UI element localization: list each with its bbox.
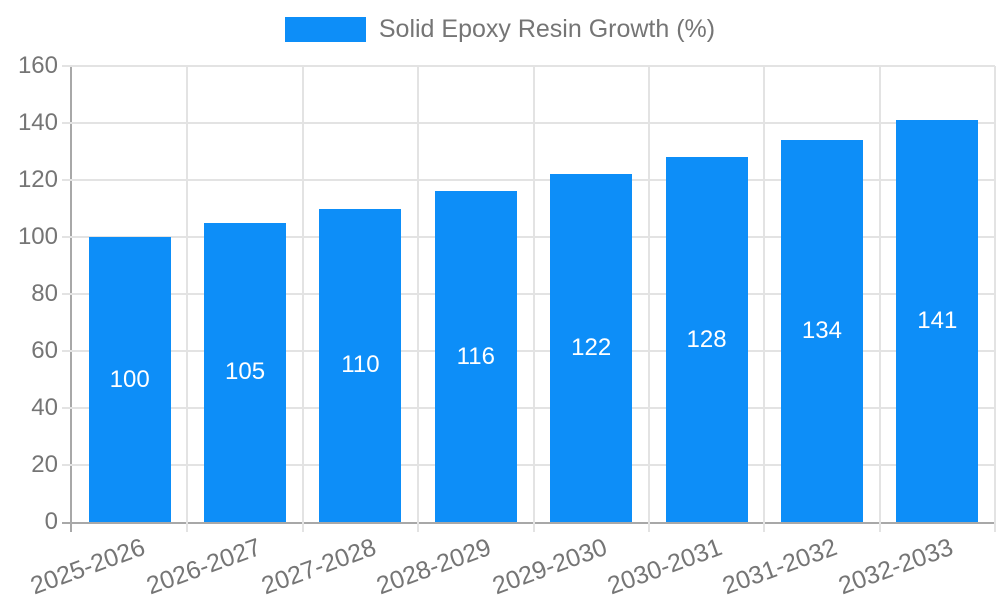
- y-tick-label: 0: [44, 508, 58, 535]
- y-tick: [62, 350, 72, 352]
- bar-value-label: 110: [341, 351, 380, 379]
- bar-2031-2032[interactable]: 134: [780, 140, 863, 522]
- bar-2028-2029[interactable]: 116: [434, 191, 517, 522]
- x-tick: [994, 522, 996, 532]
- x-tick: [301, 522, 304, 532]
- x-tick: [417, 522, 420, 532]
- y-tick-label: 20: [31, 451, 58, 478]
- x-tick: [647, 522, 650, 532]
- x-tick-label: 2028-2029: [373, 533, 496, 600]
- bar-2027-2028[interactable]: 110: [319, 208, 402, 522]
- y-tick-label: 80: [31, 280, 58, 307]
- legend-swatch: [284, 17, 366, 42]
- legend[interactable]: Solid Epoxy Resin Growth (%): [0, 17, 1000, 42]
- gridline-vertical: [301, 66, 304, 522]
- y-tick: [62, 293, 72, 295]
- y-tick-label: 140: [17, 109, 58, 136]
- y-tick: [62, 464, 72, 466]
- bar-value-label: 105: [225, 358, 266, 386]
- y-tick: [62, 65, 72, 67]
- bar-value-label: 128: [686, 325, 727, 353]
- gridline-vertical: [647, 66, 650, 522]
- y-tick: [62, 122, 72, 124]
- bar-2026-2027[interactable]: 105: [204, 222, 287, 522]
- bar-value-label: 134: [801, 317, 842, 345]
- gridline-vertical: [532, 66, 535, 522]
- y-tick: [62, 236, 72, 238]
- y-tick-label: 160: [17, 52, 58, 79]
- bar-2029-2030[interactable]: 122: [550, 174, 633, 522]
- plot-area: 100 105 110 116 122 128 134 141: [72, 65, 996, 522]
- y-tick: [62, 407, 72, 409]
- bar-value-label: 100: [109, 365, 150, 393]
- x-tick-label: 2025-2026: [26, 533, 149, 600]
- x-tick-label: 2029-2030: [488, 533, 611, 600]
- legend-label: Solid Epoxy Resin Growth (%): [378, 15, 716, 43]
- bar-value-label: 116: [456, 342, 495, 370]
- x-tick-label: 2026-2027: [142, 533, 265, 600]
- bar-value-label: 141: [917, 307, 958, 335]
- x-tick-label: 2030-2031: [603, 533, 726, 600]
- x-tick: [763, 522, 766, 532]
- gridline-vertical: [186, 66, 189, 522]
- x-tick-label: 2031-2032: [719, 533, 842, 600]
- bar-2030-2031[interactable]: 128: [665, 157, 748, 522]
- y-tick-label: 100: [17, 223, 58, 250]
- bar-2032-2033[interactable]: 141: [896, 120, 979, 522]
- x-tick: [532, 522, 535, 532]
- x-tick: [878, 522, 881, 532]
- bar-value-label: 122: [571, 334, 612, 362]
- x-axis-line: [62, 522, 995, 524]
- y-axis-line: [70, 66, 72, 532]
- bar-2025-2026[interactable]: 100: [88, 237, 171, 522]
- x-tick-label: 2027-2028: [257, 533, 380, 600]
- y-tick-label: 40: [31, 394, 58, 421]
- y-tick: [62, 179, 72, 181]
- gridline-vertical: [417, 66, 420, 522]
- y-tick-label: 120: [17, 166, 58, 193]
- gridline-vertical: [878, 66, 881, 522]
- x-tick: [186, 522, 189, 532]
- gridline-vertical: [763, 66, 766, 522]
- gridline-vertical: [994, 66, 996, 522]
- x-tick-label: 2032-2033: [834, 533, 957, 600]
- y-tick-label: 60: [31, 337, 58, 364]
